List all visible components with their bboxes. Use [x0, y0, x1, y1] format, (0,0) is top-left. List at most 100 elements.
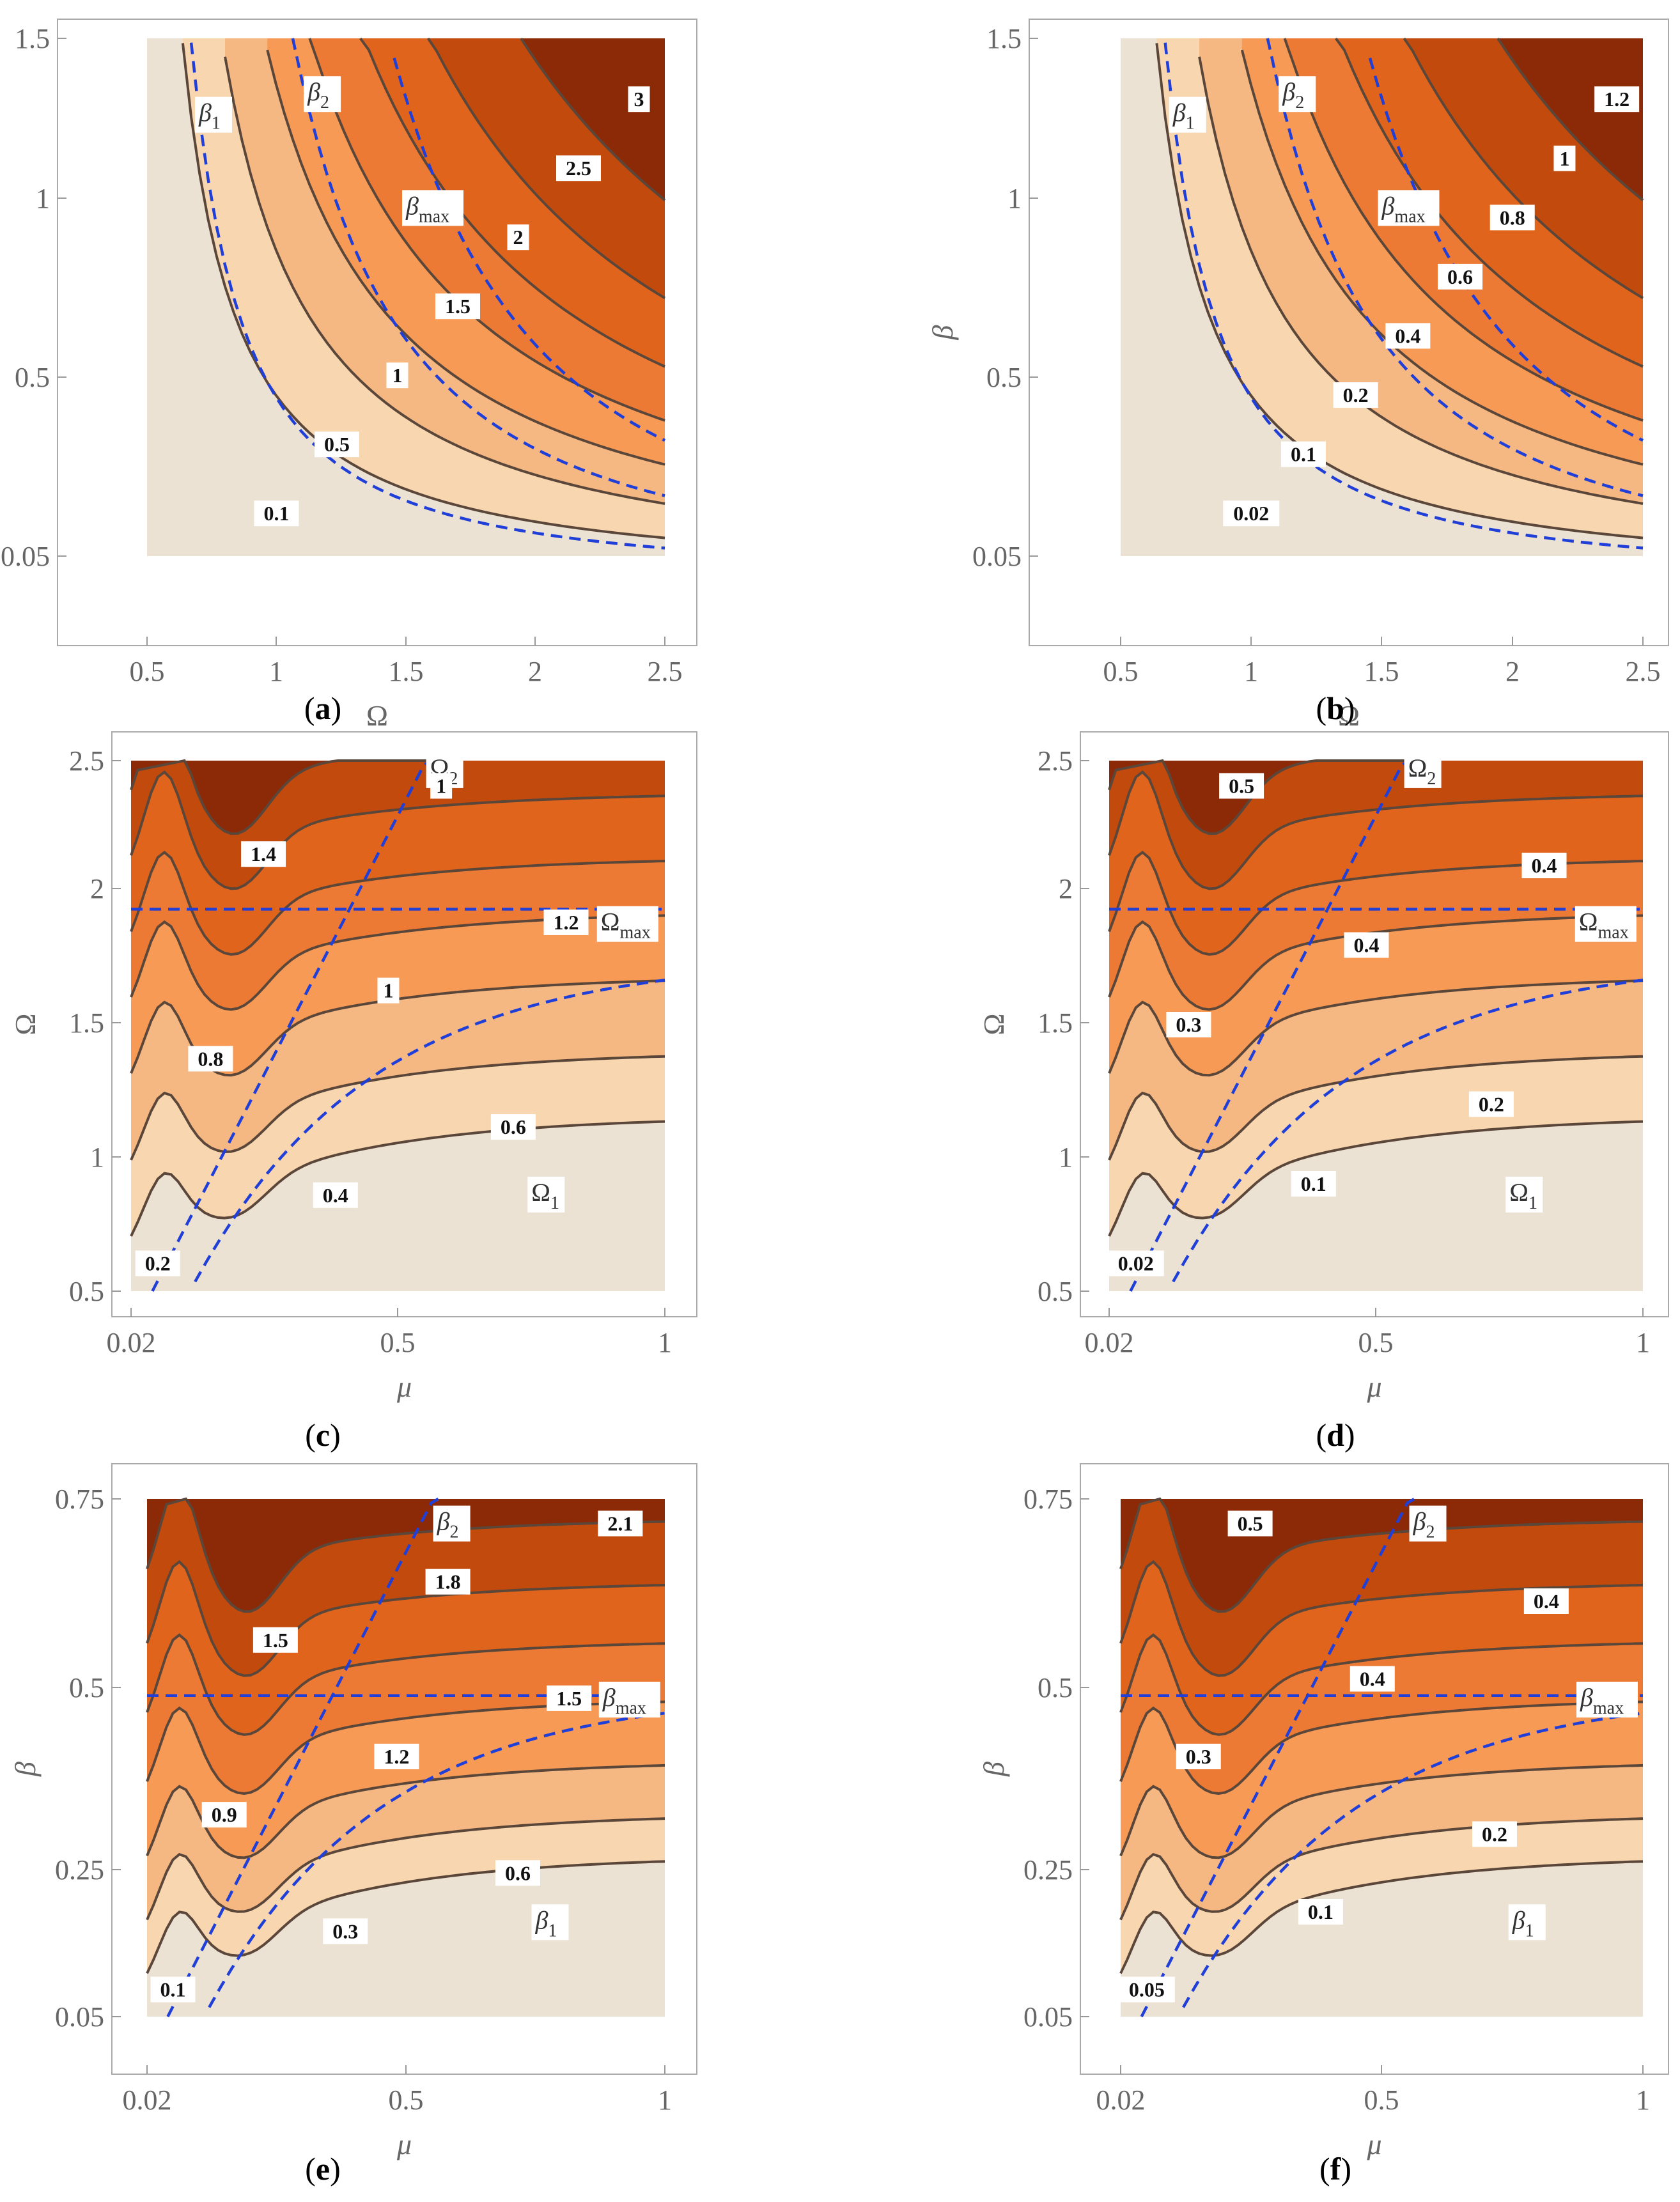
contour-label-bg [1291, 1171, 1336, 1197]
y-tick-label: 0.05 [1023, 2001, 1073, 2033]
contour-band-7 [131, 761, 665, 834]
y-tick-label: 1.5 [69, 1007, 104, 1039]
boundary-label-β2: β2 [1413, 1507, 1435, 1542]
x-axis-label: Ω [1338, 699, 1360, 732]
contour-line [1119, 1860, 1644, 1974]
boundary-label-bg [1508, 1904, 1546, 1941]
boundary-label-β2: β2 [1282, 77, 1304, 112]
contour-band-6 [1404, 38, 1643, 556]
y-tick-label: 0.5 [1038, 1276, 1073, 1307]
contour-label-bg [377, 977, 400, 1004]
contour-label: 1 [1559, 147, 1569, 170]
y-axis-label: β [926, 325, 959, 340]
contour-label: 0.4 [1534, 1590, 1559, 1613]
plot-frame [111, 731, 697, 1317]
x-tick-label: 1 [658, 1327, 672, 1358]
boundary-β1 [1163, 42, 1644, 550]
boundary-β2 [291, 38, 665, 497]
boundary-Ω1 [194, 979, 665, 1283]
contour-line [1198, 56, 1644, 505]
contour-line [130, 1055, 665, 1161]
contour-label-bg [241, 841, 286, 867]
contour-line [1108, 979, 1644, 1077]
x-tick-label: 0.02 [123, 2084, 172, 2116]
boundary-label-bg [1409, 1505, 1447, 1542]
boundary-label-bg [402, 190, 463, 226]
boundary-label-βmax: βmax [1580, 1683, 1624, 1718]
panel-f: β1β2βmax0.050.10.20.30.40.40.50.050.250.… [977, 1463, 1669, 2187]
y-axis-label: Ω [977, 1013, 1010, 1035]
contour-label: 1.5 [263, 1629, 288, 1652]
y-tick-label: 2 [1059, 873, 1073, 904]
contour-label-bg [1468, 1091, 1514, 1117]
y-tick-label: 0.5 [69, 1276, 104, 1307]
boundary-label-bg [527, 1176, 565, 1213]
x-tick-label: 0.5 [130, 656, 165, 687]
boundary-label-Ωmax: Ωmax [601, 908, 651, 943]
contour-label-bg [1594, 86, 1640, 112]
boundary-Ω2 [151, 759, 432, 1292]
contour-label: 0.3 [1186, 1745, 1211, 1768]
contour-label: 1.5 [445, 295, 471, 318]
contour-label: 0.1 [160, 1978, 186, 2001]
boundary-label-bg [1169, 97, 1206, 133]
contour-line [130, 770, 665, 890]
contour-label: 2 [513, 226, 524, 249]
panel-c: Ω1Ω2Ωmax0.20.40.60.811.21.410.511.522.50… [9, 731, 697, 1453]
contour-label-bg [374, 1744, 419, 1769]
x-tick-label: 2 [528, 656, 542, 687]
contour-label: 0.6 [1447, 265, 1473, 288]
boundary-label-β1: β1 [1512, 1905, 1534, 1941]
panel-caption: (d) [1316, 1417, 1355, 1453]
boundary-label-bg [1575, 906, 1637, 942]
boundary-β2 [166, 1498, 439, 2018]
y-tick-label: 0.5 [986, 362, 1022, 393]
contour-label-bg [386, 362, 408, 389]
contour-label-bg [323, 1918, 368, 1944]
boundary-label-bg [304, 76, 341, 112]
contour-label: 0.4 [1532, 854, 1557, 877]
y-tick-label: 0.25 [1023, 1854, 1073, 1886]
contour-label-bg [1489, 205, 1535, 231]
contour-label: 0.4 [1353, 934, 1379, 957]
contour-label: 0.8 [1500, 206, 1525, 229]
contour-label: 0.1 [1291, 443, 1316, 466]
contour-label: 0.4 [1360, 1668, 1385, 1691]
x-tick-label: 0.5 [1364, 2084, 1399, 2116]
boundary-label-bg [596, 906, 658, 942]
contour-line [146, 1817, 665, 1921]
x-axis-label: μ [1366, 2128, 1381, 2160]
contour-label: 0.02 [1118, 1252, 1154, 1275]
boundary-β1 [189, 42, 665, 550]
contour-label: 1.8 [435, 1570, 461, 1593]
plot-frame [1029, 19, 1669, 646]
contour-label-bg [1333, 382, 1378, 408]
boundary-label-Ωmax: Ωmax [1579, 908, 1629, 943]
contour-label: 0.5 [1238, 1512, 1263, 1535]
contour-label: 0.3 [1176, 1013, 1201, 1036]
contour-label-bg [543, 909, 589, 935]
contour-line [1108, 759, 1417, 835]
contour-label: 0.2 [145, 1252, 171, 1275]
contour-line [1119, 1633, 1644, 1736]
boundary-label-βmax: βmax [405, 191, 449, 226]
contour-line [520, 38, 666, 201]
y-tick-label: 0.75 [55, 1484, 104, 1515]
contour-line [1108, 1120, 1644, 1237]
boundary-label-bg [1404, 752, 1442, 788]
boundary-label-bg [1576, 1682, 1638, 1717]
panel-b: β1β2βmax0.020.10.20.40.60.811.20.050.511… [926, 19, 1669, 732]
contour-line [130, 850, 665, 956]
y-tick-label: 0.5 [69, 1672, 104, 1703]
y-tick-label: 1.5 [986, 23, 1022, 54]
x-axis-label: μ [1366, 1370, 1381, 1403]
contour-line [146, 1633, 665, 1736]
contour-label-bg [430, 773, 453, 799]
contour-label-bg [1223, 500, 1280, 527]
boundary-β2 [1140, 1498, 1415, 2018]
boundary-label-bg [1378, 190, 1440, 226]
y-tick-label: 0.5 [1038, 1672, 1073, 1703]
boundary-βmax [1368, 58, 1644, 442]
x-tick-label: 2.5 [648, 656, 683, 687]
